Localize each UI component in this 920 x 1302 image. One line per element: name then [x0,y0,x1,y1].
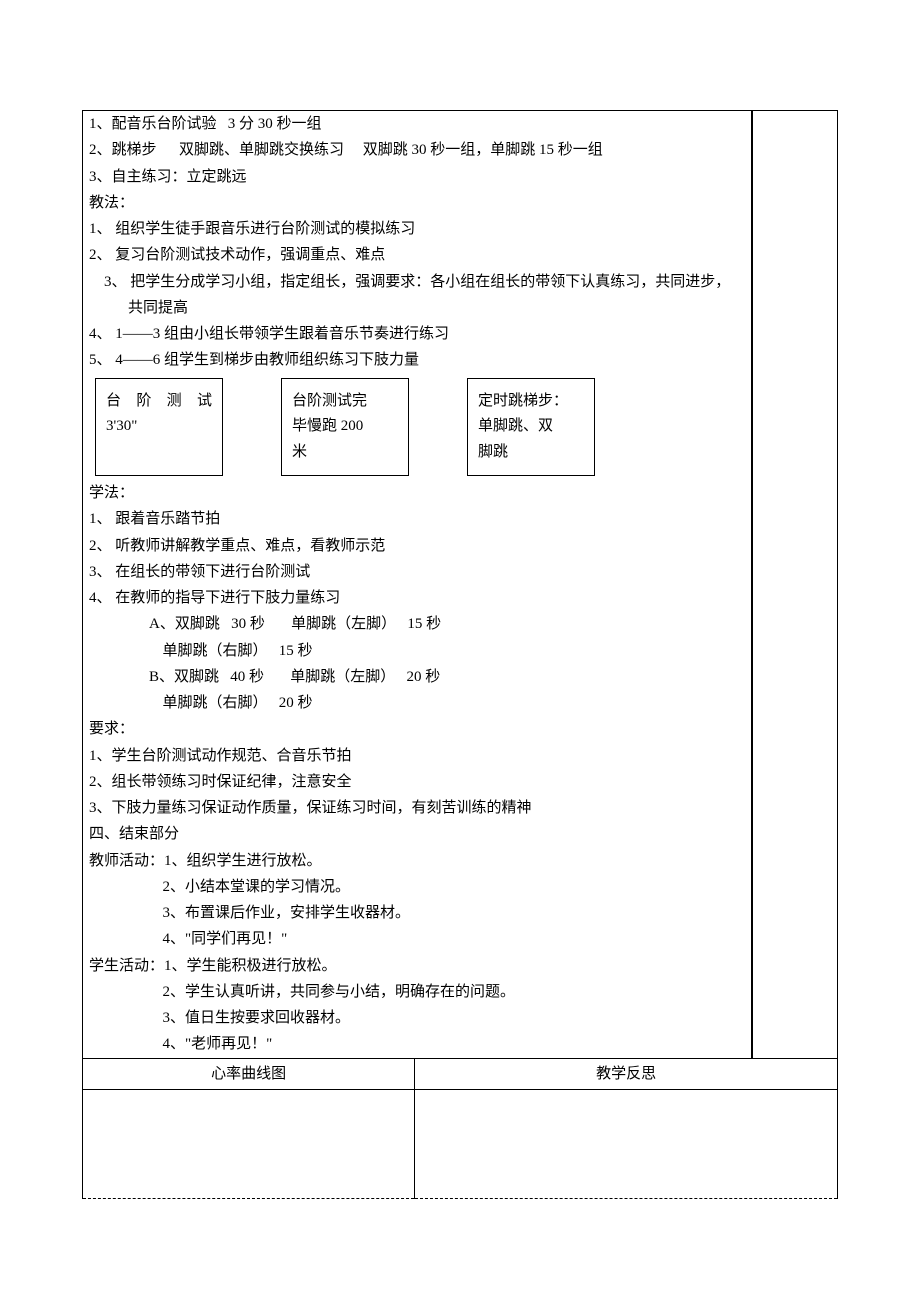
flow-box: 定时跳梯步： 单脚跳、双 脚跳 [467,378,595,477]
main-content-cell: 1、配音乐台阶试验 3 分 30 秒一组 2、跳梯步 双脚跳、单脚跳交换练习 双… [82,110,752,1058]
sub-line: 单脚跳（右脚） 20 秒 [89,690,745,716]
sub-line: B、双脚跳 40 秒 单脚跳（左脚） 20 秒 [89,664,745,690]
numbered-line: 2、 听教师讲解教学重点、难点，看教师示范 [89,533,745,559]
section-title: 教法： [89,190,745,216]
box-line: 米 [292,440,398,466]
text: 双脚跳、单脚跳交换练习 [179,142,344,158]
numbered-line: 3、 把学生分成学习小组，指定组长，强调要求：各小组在组长的带领下认真练习，共同… [89,269,745,322]
numbered-line: 3、 在组长的带领下进行台阶测试 [89,559,745,585]
numbered-line: 1、 组织学生徒手跟音乐进行台阶测试的模拟练习 [89,216,745,242]
text: 3 分 30 秒一组 [228,116,322,132]
flow-boxes-row: 台 阶 测 试 3'30" 台阶测试完 毕慢跑 200 米 定时跳梯步： 单脚跳… [89,374,745,481]
sub-line: 2、学生认真听讲，共同参与小结，明确存在的问题。 [89,979,745,1005]
text: 2、跳梯步 [89,142,157,158]
box-line: 台阶测试完 [292,389,398,415]
box-line: 3'30" [106,414,212,440]
section-title: 四、结束部分 [89,821,745,847]
text: 双脚跳 30 秒一组，单脚跳 15 秒一组 [363,142,603,158]
numbered-line: 1、配音乐台阶试验 3 分 30 秒一组 [89,111,745,137]
numbered-line: 1、学生台阶测试动作规范、合音乐节拍 [89,743,745,769]
numbered-line: 2、 复习台阶测试技术动作，强调重点、难点 [89,242,745,268]
bottom-table: 心率曲线图 教学反思 [82,1058,838,1199]
section-title: 要求： [89,716,745,742]
teacher-activity-line: 教师活动：1、组织学生进行放松。 [89,848,745,874]
numbered-line: 3、自主练习：立定跳远 [89,164,745,190]
table-row [83,1089,838,1198]
flow-box: 台 阶 测 试 3'30" [95,378,223,477]
main-row: 1、配音乐台阶试验 3 分 30 秒一组 2、跳梯步 双脚跳、单脚跳交换练习 双… [82,110,838,1058]
numbered-line: 1、 跟着音乐踏节拍 [89,506,745,532]
table-header-cell: 教学反思 [415,1058,838,1089]
section-title: 学法： [89,480,745,506]
text: 1、配音乐台阶试验 [89,116,217,132]
box-line: 定时跳梯步： [478,389,584,415]
document-page: 1、配音乐台阶试验 3 分 30 秒一组 2、跳梯步 双脚跳、单脚跳交换练习 双… [0,0,920,1302]
sub-line: 4、"老师再见！" [89,1031,745,1057]
sub-line: 2、小结本堂课的学习情况。 [89,874,745,900]
numbered-line: 3、下肢力量练习保证动作质量，保证练习时间，有刻苦训练的精神 [89,795,745,821]
student-activity-line: 学生活动：1、学生能积极进行放松。 [89,953,745,979]
content-area: 1、配音乐台阶试验 3 分 30 秒一组 2、跳梯步 双脚跳、单脚跳交换练习 双… [87,111,747,1058]
numbered-line: 2、跳梯步 双脚跳、单脚跳交换练习 双脚跳 30 秒一组，单脚跳 15 秒一组 [89,137,745,163]
box-line: 毕慢跑 200 [292,414,398,440]
sub-line: 单脚跳（右脚） 15 秒 [89,638,745,664]
table-cell [83,1089,415,1198]
table-header-cell: 心率曲线图 [83,1058,415,1089]
box-line: 台 阶 测 试 [106,389,212,415]
sub-line: 3、值日生按要求回收器材。 [89,1005,745,1031]
numbered-line: 2、组长带领练习时保证纪律，注意安全 [89,769,745,795]
right-column-cell [752,110,838,1058]
flow-box: 台阶测试完 毕慢跑 200 米 [281,378,409,477]
sub-line: 3、布置课后作业，安排学生收器材。 [89,900,745,926]
box-line: 单脚跳、双 [478,414,584,440]
table-row: 心率曲线图 教学反思 [83,1058,838,1089]
numbered-line: 4、 在教师的指导下进行下肢力量练习 [89,585,745,611]
table-cell [415,1089,838,1198]
box-line: 脚跳 [478,440,584,466]
sub-line: A、双脚跳 30 秒 单脚跳（左脚） 15 秒 [89,611,745,637]
numbered-line: 5、 4——6 组学生到梯步由教师组织练习下肢力量 [89,347,745,373]
numbered-line: 4、 1——3 组由小组长带领学生跟着音乐节奏进行练习 [89,321,745,347]
sub-line: 4、"同学们再见！" [89,926,745,952]
